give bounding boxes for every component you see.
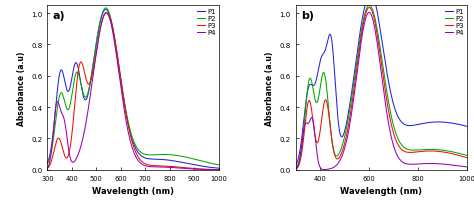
- P4: [212, 169, 218, 171]
- P3: [461, 156, 466, 158]
- P1: [110, 31, 116, 33]
- P4: [312, 137, 318, 139]
- P2: [216, 164, 221, 166]
- P2: [110, 29, 116, 31]
- P2: [358, 30, 364, 33]
- P1: [74, 63, 80, 66]
- Line: P4: P4: [296, 13, 467, 170]
- Y-axis label: Absorbance (a.u): Absorbance (a.u): [265, 51, 274, 125]
- X-axis label: Wavelength (nm): Wavelength (nm): [92, 186, 174, 195]
- P2: [103, 8, 109, 10]
- Line: P2: P2: [47, 9, 219, 165]
- P3: [322, 99, 328, 102]
- P2: [366, 5, 372, 8]
- P4: [216, 169, 221, 171]
- P4: [358, 40, 364, 43]
- P4: [464, 166, 470, 168]
- P3: [293, 168, 299, 171]
- P3: [442, 151, 448, 154]
- P3: [118, 76, 123, 79]
- P1: [216, 167, 221, 170]
- P2: [366, 5, 372, 7]
- P1: [464, 125, 470, 128]
- P2: [464, 154, 470, 157]
- P3: [104, 12, 109, 15]
- P4: [194, 168, 200, 171]
- Y-axis label: Absorbance (a.u): Absorbance (a.u): [17, 51, 26, 125]
- P1: [212, 167, 218, 169]
- Text: b): b): [301, 11, 314, 21]
- P1: [312, 83, 318, 85]
- Line: P2: P2: [296, 6, 467, 169]
- P2: [442, 150, 448, 152]
- P3: [358, 35, 364, 37]
- P1: [103, 9, 109, 12]
- P1: [194, 164, 200, 167]
- X-axis label: Wavelength (nm): Wavelength (nm): [340, 186, 422, 195]
- P4: [366, 12, 372, 15]
- P2: [194, 159, 200, 161]
- P4: [45, 167, 50, 170]
- P4: [323, 169, 328, 171]
- P3: [464, 157, 470, 159]
- P1: [461, 125, 466, 127]
- P2: [118, 77, 123, 79]
- P1: [118, 79, 123, 81]
- P2: [212, 163, 218, 166]
- Text: a): a): [53, 11, 65, 21]
- P3: [45, 167, 50, 170]
- P3: [312, 136, 318, 139]
- P4: [118, 84, 123, 87]
- P3: [216, 169, 221, 171]
- P3: [64, 157, 70, 159]
- Line: P3: P3: [47, 14, 219, 170]
- P4: [461, 165, 466, 168]
- Line: P1: P1: [296, 0, 467, 166]
- Legend: P1, P2, P3, P4: P1, P2, P3, P4: [196, 8, 217, 37]
- P4: [366, 12, 372, 14]
- P2: [461, 153, 466, 156]
- P2: [74, 71, 80, 74]
- P1: [442, 121, 448, 124]
- Line: P3: P3: [296, 8, 467, 169]
- P4: [74, 156, 80, 158]
- P3: [366, 7, 372, 10]
- P1: [45, 162, 50, 164]
- P4: [442, 163, 448, 166]
- P2: [312, 99, 318, 102]
- P2: [45, 162, 50, 165]
- P3: [212, 169, 218, 171]
- P1: [293, 165, 299, 167]
- P3: [366, 7, 372, 10]
- P1: [322, 49, 328, 52]
- P4: [293, 168, 299, 171]
- Line: P4: P4: [47, 14, 219, 170]
- Legend: P1, P2, P3, P4: P1, P2, P3, P4: [445, 8, 465, 37]
- P4: [321, 169, 327, 171]
- Line: P1: P1: [47, 10, 219, 168]
- P2: [64, 108, 70, 111]
- P4: [103, 13, 109, 15]
- P3: [74, 80, 80, 82]
- P4: [64, 136, 70, 138]
- P1: [64, 89, 70, 92]
- P2: [293, 167, 299, 170]
- P1: [358, 24, 364, 26]
- P3: [110, 29, 116, 32]
- P2: [322, 77, 328, 80]
- P3: [194, 168, 200, 170]
- P4: [110, 34, 116, 36]
